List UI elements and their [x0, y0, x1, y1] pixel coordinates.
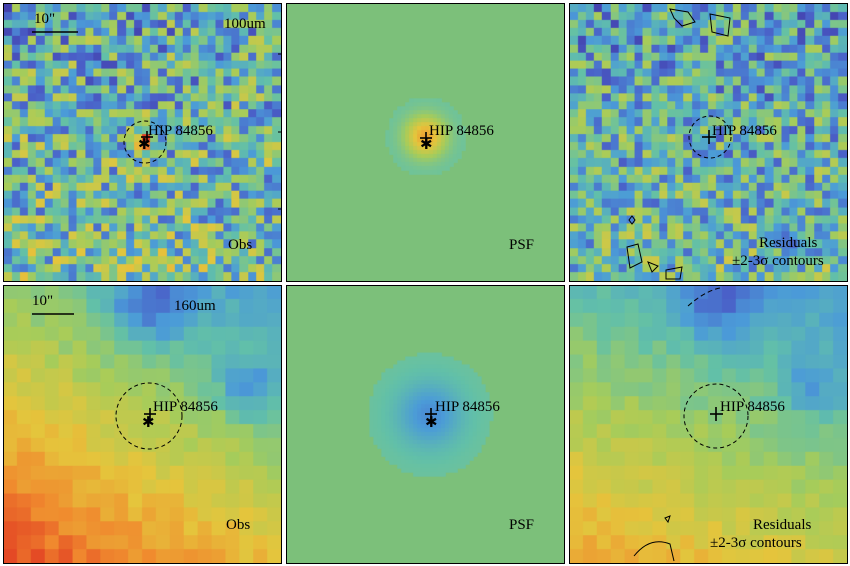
star-icon: ✱ — [142, 415, 155, 431]
star-icon: ✱ — [425, 415, 438, 431]
contours-label: ±2-3σ contours — [710, 535, 802, 551]
obs-160um-image — [4, 286, 281, 563]
residual-160um-overlay — [633, 287, 749, 562]
psf-160um-panel: ✱ HIP 84856 PSF — [286, 285, 565, 564]
psf-160um-overlay — [425, 408, 437, 420]
psf-label: PSF — [509, 517, 535, 533]
aperture-circle — [123, 120, 167, 164]
contours-label: ±2-3σ contours — [732, 253, 824, 269]
scale-bar-label: 10" — [34, 11, 56, 27]
scale-bar-label: 10" — [32, 293, 54, 309]
aperture-circle — [115, 382, 183, 450]
aperture-circle — [688, 115, 732, 159]
star-icon: ✱ — [420, 137, 433, 153]
target-label: HIP 84856 — [429, 123, 494, 139]
psf-100um-overlay — [420, 132, 432, 144]
target-label: HIP 84856 — [148, 123, 213, 139]
residual-160um-panel: HIP 84856 Residuals ±2-3σ contours — [569, 285, 848, 564]
band-label: 100um — [224, 16, 266, 32]
target-label: HIP 84856 — [435, 399, 500, 415]
obs-100um-overlay — [32, 31, 281, 210]
residuals-label: Residuals — [759, 235, 818, 251]
residual-100um-panel: HIP 84856 Residuals ±2-3σ contours — [569, 3, 848, 282]
obs-160um-overlay — [32, 313, 183, 450]
residuals-label: Residuals — [753, 517, 812, 533]
obs-100um-panel: 10" 100um ✱ HIP 84856 Obs — [3, 3, 282, 282]
band-label: 160um — [174, 298, 216, 314]
target-label: HIP 84856 — [720, 399, 785, 415]
right-ticks — [278, 53, 281, 210]
obs-label: Obs — [228, 237, 253, 253]
target-label: HIP 84856 — [153, 399, 218, 415]
aperture-circle — [683, 383, 749, 449]
psf-label: PSF — [509, 237, 535, 253]
contours — [633, 287, 721, 562]
star-icon: ✱ — [138, 137, 151, 153]
obs-160um-panel: 10" 160um ✱ HIP 84856 Obs — [3, 285, 282, 564]
psf-100um-panel: ✱ HIP 84856 PSF — [286, 3, 565, 282]
residual-100um-overlay — [626, 8, 732, 280]
obs-label: Obs — [226, 517, 251, 533]
contours — [626, 8, 731, 280]
target-label: HIP 84856 — [712, 123, 777, 139]
residual-160um-image — [570, 286, 847, 563]
obs-100um-image — [4, 4, 281, 281]
psf-160um-image — [287, 286, 564, 563]
